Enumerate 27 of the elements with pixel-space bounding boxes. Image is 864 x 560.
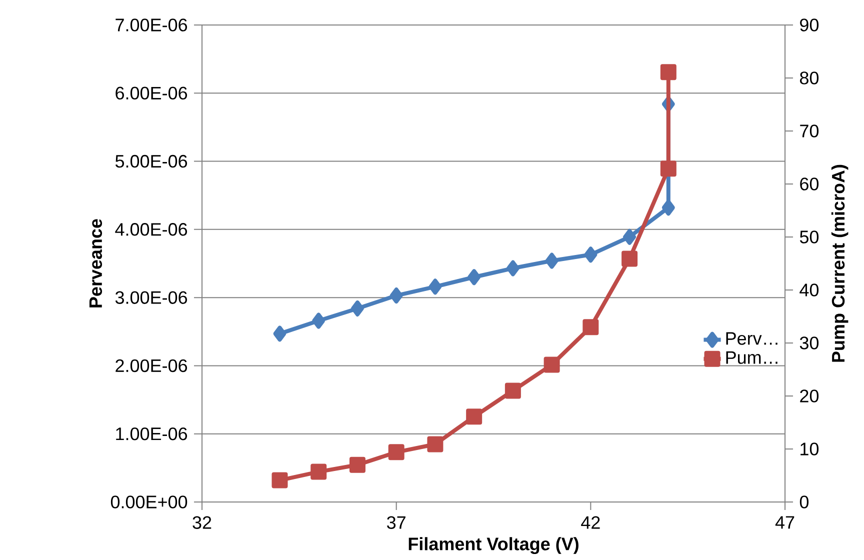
y2-tick-label: 30 xyxy=(800,336,819,350)
x-tick-label: 37 xyxy=(387,516,406,529)
y2-tick-label: 10 xyxy=(800,442,819,456)
y-tick-label: 5.00E-06 xyxy=(115,154,188,168)
x-tick-label: 32 xyxy=(192,516,212,529)
legend-label: Perv… xyxy=(726,332,778,345)
y2-tick-label: 80 xyxy=(800,72,819,84)
y2-tick-label: 20 xyxy=(800,390,819,402)
y2-tick-label: 60 xyxy=(800,178,819,190)
y2-tick-label: 40 xyxy=(800,284,819,296)
y-tick-label: 3.00E-06 xyxy=(115,291,188,304)
y2-tick-label: 50 xyxy=(800,230,819,244)
y-tick-label: 4.00E-06 xyxy=(115,223,188,236)
y-tick-label: 2.00E-06 xyxy=(116,359,188,372)
y2-tick-label: 90 xyxy=(800,18,819,32)
y-tick-label: 0.00E+00 xyxy=(110,496,188,508)
y2-tick-label: 70 xyxy=(800,124,819,138)
y-tick-label: 6.00E-06 xyxy=(116,86,188,100)
y-tick-label: 7.00E-06 xyxy=(116,18,188,32)
y2-axis-title: Pump Current (microA) xyxy=(831,164,848,362)
x-axis-title: Filament Voltage (V) xyxy=(408,537,578,554)
y-axis-title: Perveance xyxy=(89,219,102,308)
x-tick-label: 47 xyxy=(775,516,794,529)
x-tick-label: 42 xyxy=(581,516,600,529)
y2-tick-label: 0 xyxy=(800,496,809,508)
legend-label: Pum… xyxy=(726,351,778,364)
y-tick-label: 1.00E-06 xyxy=(116,427,188,440)
